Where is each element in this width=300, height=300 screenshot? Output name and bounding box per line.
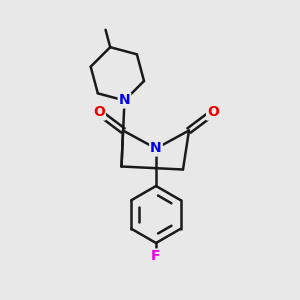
- Text: O: O: [93, 106, 105, 119]
- Text: O: O: [207, 106, 219, 119]
- Text: F: F: [151, 250, 161, 263]
- Text: N: N: [119, 94, 130, 107]
- Text: N: N: [150, 142, 162, 155]
